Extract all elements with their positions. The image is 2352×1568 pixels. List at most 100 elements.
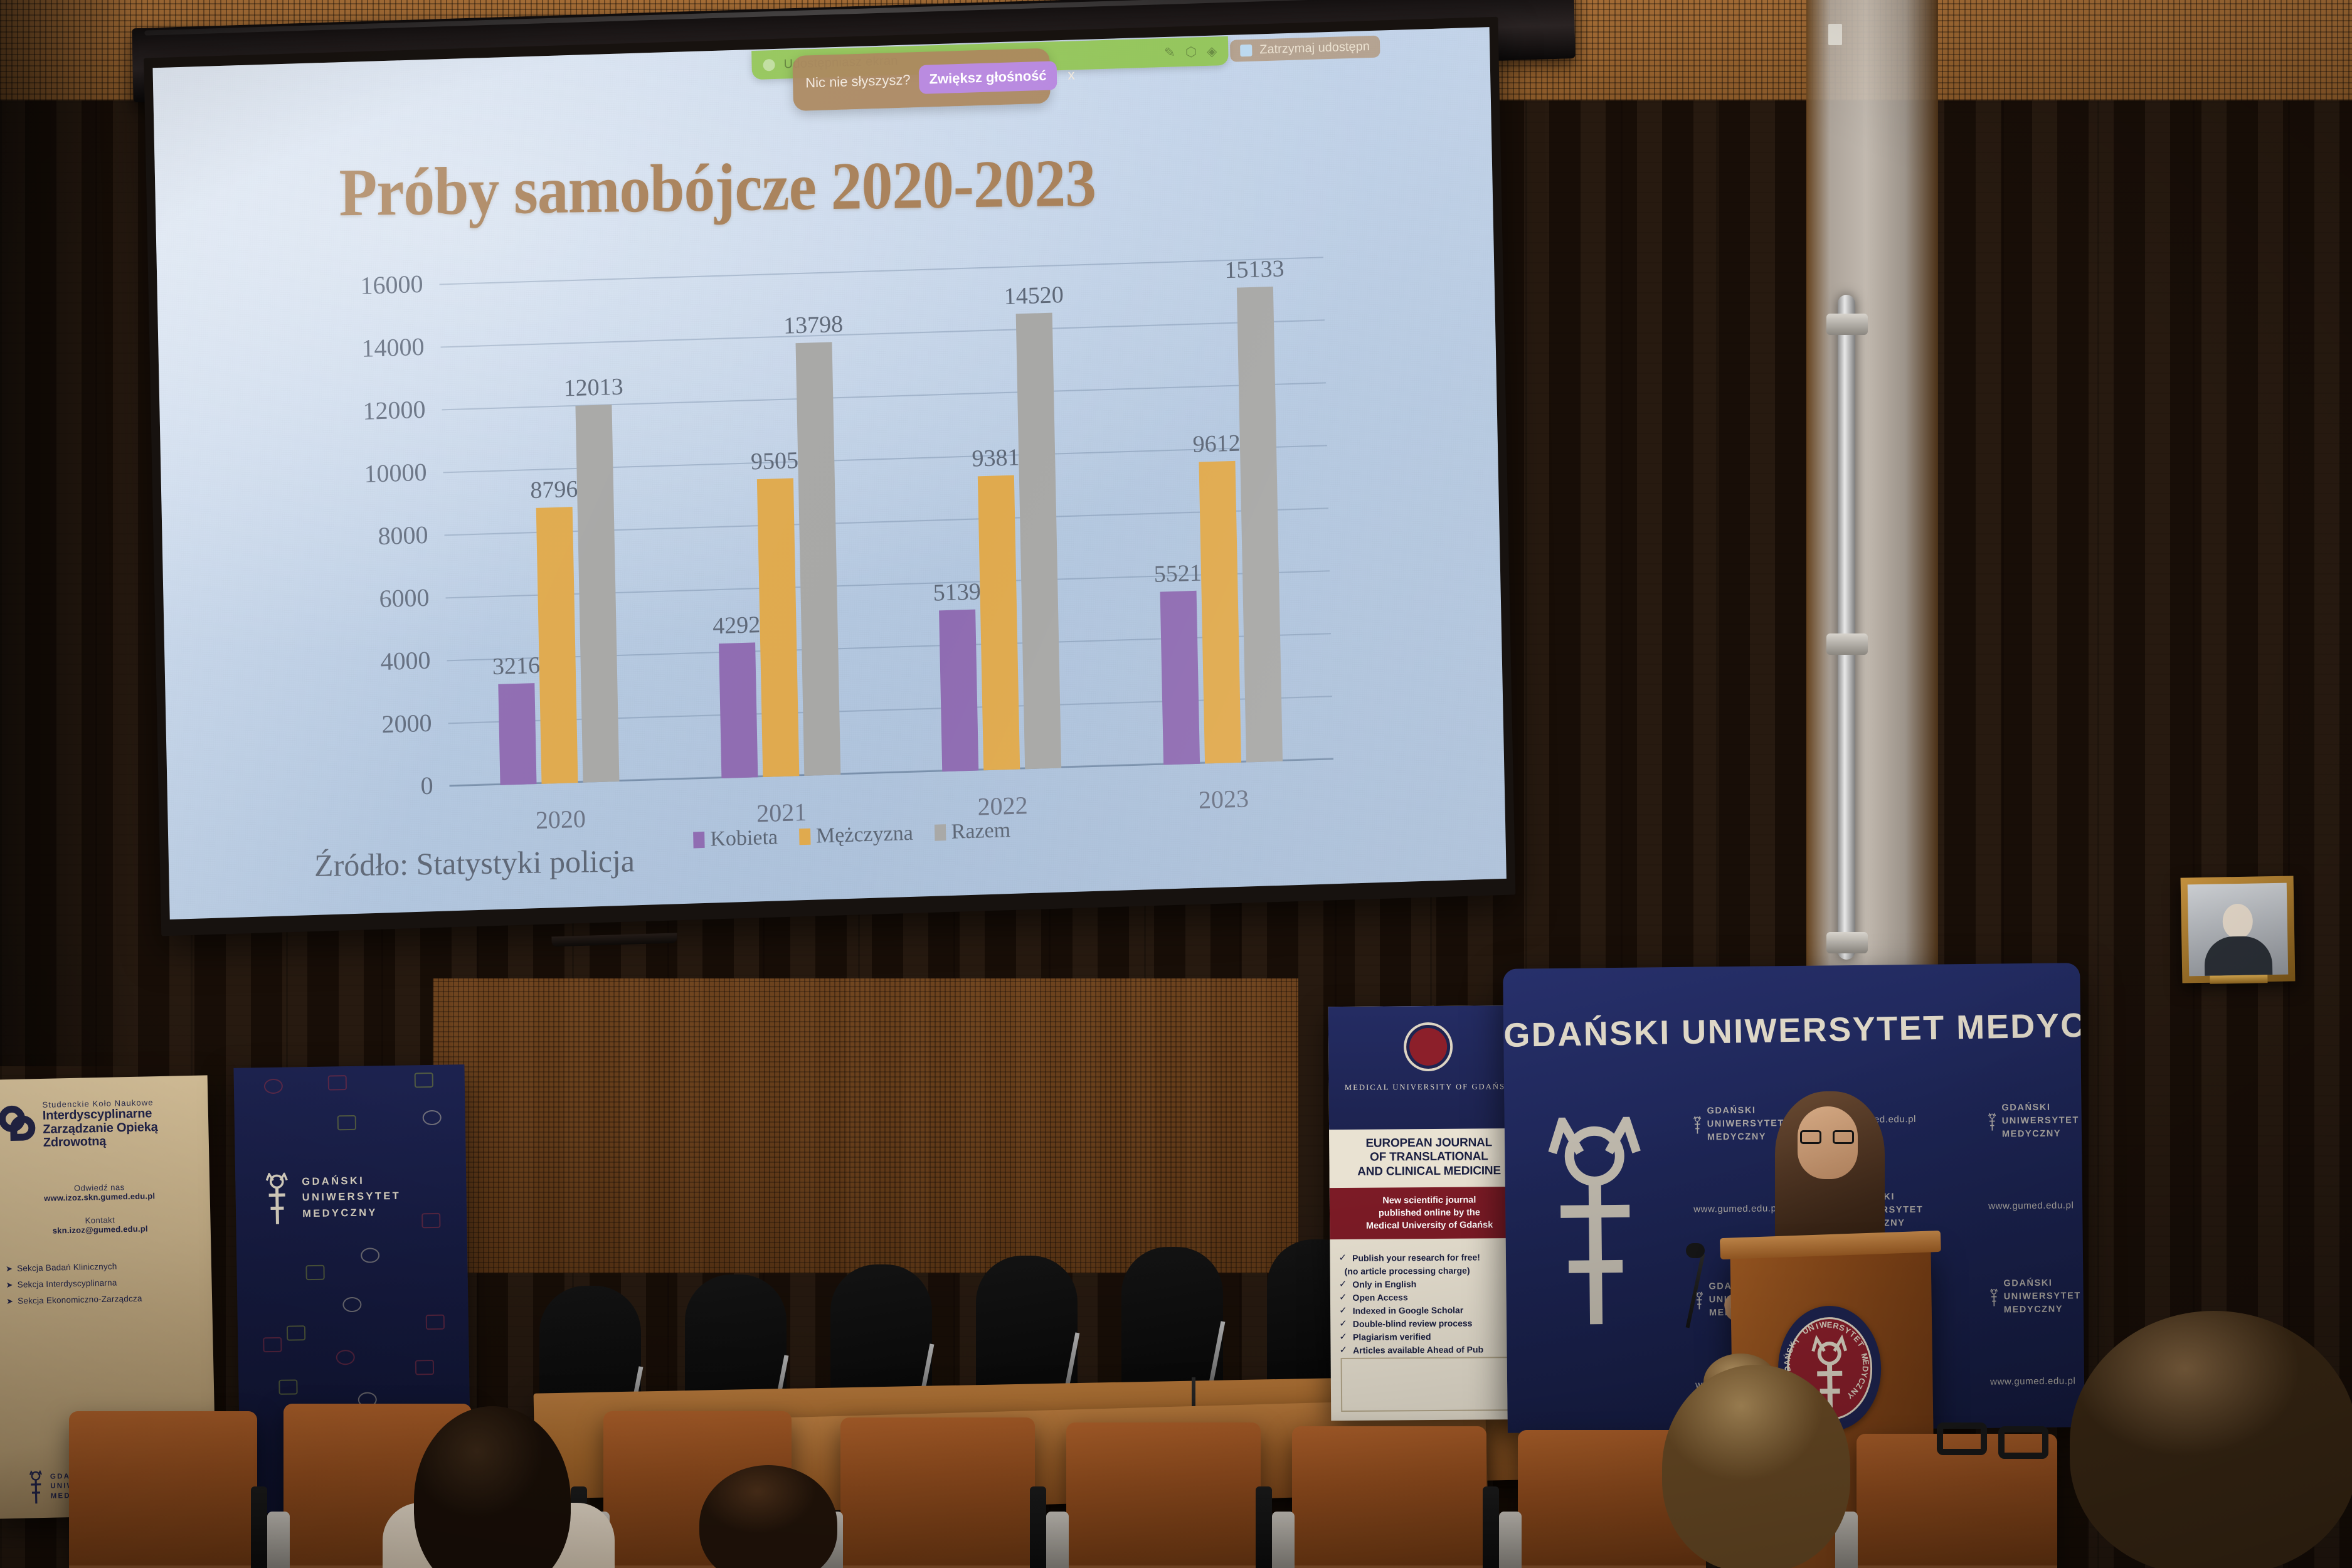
list-item: (no article processing charge) xyxy=(1339,1265,1523,1278)
projection-screen: Udostępniasz ekran ✎ ⬡ ◈ Zatrzymaj udost… xyxy=(132,0,1593,982)
logo-line-3: MEDYCZNY xyxy=(302,1206,378,1219)
banner-title-line-3: Zdrowotną xyxy=(43,1134,107,1150)
emblem-char: E xyxy=(1861,1359,1872,1366)
decorative-icon xyxy=(414,1072,433,1088)
decorative-icon xyxy=(286,1325,306,1341)
backdrop-headline: GDAŃSKI UNIWERSYTET MEDYCZNY xyxy=(1503,1005,2085,1055)
check-icon: ✓ xyxy=(1338,1253,1347,1264)
rail-clamp xyxy=(1826,633,1868,655)
journal-title-line-2: OF TRANSLATIONAL xyxy=(1370,1150,1488,1165)
decorative-icon xyxy=(337,1115,357,1131)
journal-tagline-band: New scientific journal published online … xyxy=(1329,1187,1530,1240)
feature-label: Plagiarism verified xyxy=(1352,1331,1431,1342)
list-item: ✓ Publish your research for free! xyxy=(1338,1252,1523,1264)
auditorium-seat xyxy=(1066,1422,1261,1568)
seat-armrest xyxy=(267,1512,290,1568)
auditorium-seat xyxy=(69,1411,257,1568)
seat-mount xyxy=(1030,1486,1046,1568)
decorative-icon xyxy=(422,1110,442,1126)
arrow-icon: ➤ xyxy=(5,1263,13,1273)
list-item: ✓ Only in English xyxy=(1339,1278,1523,1291)
gumed-crest-icon xyxy=(1548,1116,1641,1325)
wall-rail xyxy=(1838,295,1855,960)
backdrop-url: www.gumed.edu.pl xyxy=(1988,1200,2074,1212)
decorative-icon xyxy=(425,1314,445,1330)
seat-mount xyxy=(1483,1486,1499,1568)
gumed-crest-icon xyxy=(1693,1116,1702,1134)
list-item: ➤ Sekcja Badań Klinicznych xyxy=(6,1259,200,1273)
section-label: Sekcja Interdyscyplinarna xyxy=(17,1278,117,1290)
gumed-logo: GDAŃSKI UNIWERSYTET MEDYCZNY xyxy=(263,1171,401,1224)
decorative-icon xyxy=(263,1337,282,1353)
seat-armrest xyxy=(1272,1512,1295,1568)
check-icon: ✓ xyxy=(1338,1278,1347,1290)
skn-logo-icon xyxy=(0,1105,38,1145)
banner-header: Studenckie Koło Naukowe Interdyscyplinar… xyxy=(0,1097,198,1151)
logo-line-1: GDAŃSKI xyxy=(302,1175,365,1188)
decorative-icon xyxy=(342,1296,362,1313)
seat-armrest xyxy=(1499,1512,1522,1568)
section-label: Sekcja Badań Klinicznych xyxy=(16,1261,117,1274)
screen-bottom-bar xyxy=(551,933,677,947)
glasses-icon xyxy=(1800,1130,1854,1144)
banner-contact-block: Odwiedź nas www.izoz.skn.gumed.edu.pl Ko… xyxy=(0,1181,199,1237)
arrow-icon: ➤ xyxy=(6,1279,13,1290)
feature-label: Open Access xyxy=(1352,1292,1408,1303)
rail-clamp xyxy=(1826,932,1868,953)
portrait-head xyxy=(2222,903,2254,940)
feature-label: Articles available Ahead of Pub xyxy=(1353,1343,1484,1355)
check-icon: ✓ xyxy=(1339,1305,1347,1316)
section-label: Sekcja Ekonomiczno-Zarządcza xyxy=(18,1293,142,1306)
auditorium-seat xyxy=(840,1417,1035,1568)
feature-label: (no article processing charge) xyxy=(1344,1265,1470,1277)
check-icon: ✓ xyxy=(1339,1331,1348,1342)
list-item: ✓ Articles available Ahead of Pub xyxy=(1339,1344,1523,1357)
feature-label: Indexed in Google Scholar xyxy=(1352,1305,1464,1316)
check-icon: ✓ xyxy=(1338,1291,1347,1303)
portrait-nameplate xyxy=(2210,975,2268,984)
auditorium-seat xyxy=(1292,1426,1486,1568)
room-shadow-left xyxy=(0,0,144,1066)
list-item: ➤ Sekcja Interdyscyplinarna xyxy=(6,1276,200,1290)
seat-mount xyxy=(251,1486,267,1568)
banner-titles: Studenckie Koło Naukowe Interdyscyplinar… xyxy=(42,1098,158,1150)
audience-head xyxy=(2070,1311,2352,1568)
journal-banner-top: MEDICAL UNIVERSITY OF GDAŃSK xyxy=(1328,1005,1529,1130)
list-item: ✓ Open Access xyxy=(1339,1291,1523,1304)
gumed-logo-text: GDAŃSKI UNIWERSYTET MEDYCZNY xyxy=(302,1173,401,1222)
decorative-icon xyxy=(327,1075,347,1091)
audience-head xyxy=(1662,1365,1850,1568)
feature-label: Publish your research for free! xyxy=(1352,1252,1480,1264)
gumed-crest-icon xyxy=(1988,1113,1996,1131)
framed-portrait xyxy=(2180,876,2296,984)
gumed-crest-icon xyxy=(1990,1288,1998,1306)
feature-label: Double-blind review process xyxy=(1352,1318,1473,1329)
backdrop-url: www.gumed.edu.pl xyxy=(1693,1203,1779,1215)
portrait-image xyxy=(2187,882,2289,977)
rail-clamp xyxy=(1826,314,1868,335)
list-item: ✓ Double-blind review process xyxy=(1339,1318,1523,1330)
projection-screen-border: Udostępniasz ekran ✎ ⬡ ◈ Zatrzymaj udost… xyxy=(144,16,1516,936)
university-line: MEDICAL UNIVERSITY OF GDAŃSK xyxy=(1344,1082,1513,1092)
decorative-icon xyxy=(336,1349,355,1365)
glasses-icon xyxy=(1937,1422,2050,1498)
check-icon: ✓ xyxy=(1339,1318,1347,1329)
logo-line-2: UNIWERSYTET xyxy=(302,1190,401,1204)
tagline-line-2: published online by the xyxy=(1378,1207,1481,1219)
list-item: ✓ Plagiarism verified xyxy=(1339,1331,1523,1343)
microphone-head xyxy=(1686,1243,1705,1258)
list-item: ➤ Sekcja Ekonomiczno-Zarządcza xyxy=(6,1292,201,1306)
decorative-icon xyxy=(421,1212,441,1229)
decorative-icon xyxy=(305,1264,325,1281)
tagline-line-1: New scientific journal xyxy=(1382,1195,1476,1206)
seat-mount xyxy=(1256,1486,1272,1568)
feature-label: Only in English xyxy=(1352,1279,1417,1290)
wall-pilaster xyxy=(1806,0,1938,978)
acoustic-panel-behind-presidium xyxy=(433,978,1298,1273)
journal-title-line-1: EUROPEAN JOURNAL xyxy=(1365,1136,1493,1150)
decorative-icon xyxy=(360,1248,380,1263)
check-icon: ✓ xyxy=(1339,1344,1348,1355)
